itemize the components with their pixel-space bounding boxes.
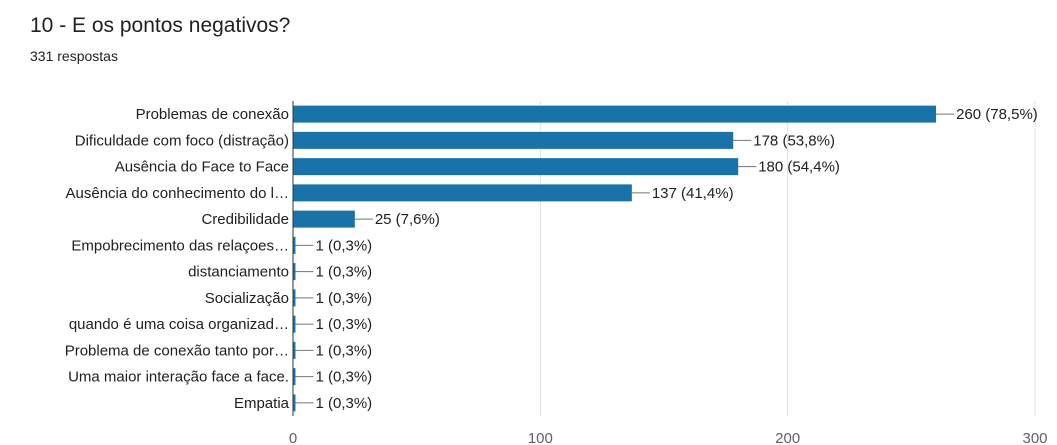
category-label: Uma maior interação face a face. bbox=[68, 369, 289, 386]
bar bbox=[293, 289, 296, 307]
bar bbox=[293, 184, 632, 202]
data-label: 1 (0,3%) bbox=[315, 290, 372, 307]
category-label: Problema de conexão tanto por… bbox=[65, 342, 289, 359]
category-label: Ausência do Face to Face bbox=[115, 159, 289, 176]
category-label: distanciamento bbox=[188, 264, 289, 281]
data-label: 137 (41,4%) bbox=[652, 185, 734, 202]
bar bbox=[293, 158, 739, 176]
category-label: Socialização bbox=[205, 290, 289, 307]
category-label: quando é uma coisa organizad… bbox=[69, 316, 289, 333]
data-label: 25 (7,6%) bbox=[375, 211, 440, 228]
data-label: 1 (0,3%) bbox=[315, 369, 372, 386]
bar bbox=[293, 394, 296, 412]
x-tick-label: 300 bbox=[1022, 430, 1047, 445]
bar bbox=[293, 368, 296, 386]
response-count: 331 respostas bbox=[30, 48, 118, 64]
category-label: Dificuldade com foco (distração) bbox=[75, 132, 289, 149]
data-label: 260 (78,5%) bbox=[956, 106, 1038, 123]
data-label: 1 (0,3%) bbox=[315, 395, 372, 412]
data-label: 1 (0,3%) bbox=[315, 237, 372, 254]
x-tick-label: 100 bbox=[528, 430, 553, 445]
category-label: Empatia bbox=[234, 395, 290, 412]
category-label: Problemas de conexão bbox=[136, 106, 289, 123]
data-label: 1 (0,3%) bbox=[315, 264, 372, 281]
data-label: 1 (0,3%) bbox=[315, 316, 372, 333]
x-tick-label: 0 bbox=[289, 430, 297, 445]
bar bbox=[293, 236, 296, 254]
bar bbox=[293, 210, 355, 228]
data-label: 1 (0,3%) bbox=[315, 342, 372, 359]
bar bbox=[293, 263, 296, 281]
category-label: Ausência do conhecimento do l… bbox=[66, 185, 289, 202]
bar bbox=[293, 341, 296, 359]
category-label: Credibilidade bbox=[201, 211, 289, 228]
question-title: 10 - E os pontos negativos? bbox=[30, 14, 291, 37]
bar bbox=[293, 315, 296, 333]
data-label: 178 (53,8%) bbox=[753, 132, 835, 149]
bar bbox=[293, 105, 937, 123]
x-tick-label: 200 bbox=[775, 430, 800, 445]
bar bbox=[293, 131, 734, 149]
category-label: Empobrecimento das relaçoes… bbox=[71, 237, 289, 254]
data-label: 180 (54,4%) bbox=[758, 159, 840, 176]
